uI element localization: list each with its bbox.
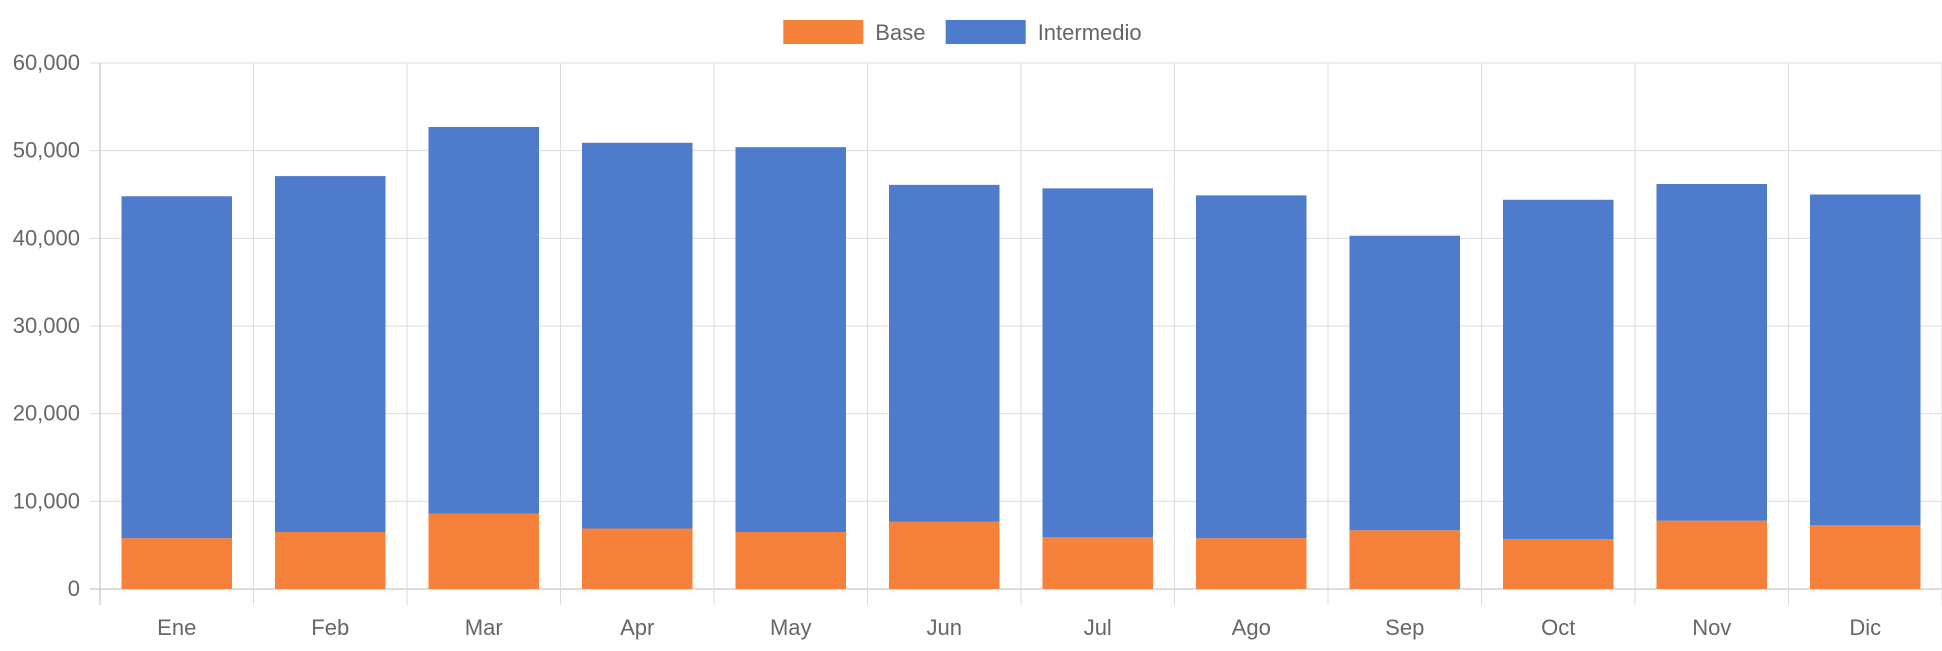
x-tick-label: Ene: [157, 615, 196, 640]
y-tick-label: 40,000: [13, 225, 80, 250]
bar-base-dic[interactable]: [1809, 525, 1921, 589]
y-tick-label: 20,000: [13, 401, 80, 426]
legend[interactable]: Base Intermedio: [783, 20, 1142, 45]
axes: 0 10,000 20,000 30,000 40,000 50,000 60,000 Ene…: [13, 50, 1881, 640]
bar-intermedio-nov[interactable]: [1656, 183, 1768, 521]
y-tick-label: 60,000: [13, 50, 80, 75]
bar-intermedio-mar[interactable]: [428, 126, 540, 514]
grid-lines: [90, 62, 1942, 605]
x-tick-label: Jun: [927, 615, 962, 640]
x-tick-label: Ago: [1232, 615, 1271, 640]
bar-intermedio-oct[interactable]: [1502, 199, 1614, 540]
legend-label-base[interactable]: Base: [875, 20, 925, 45]
bar-base-ene[interactable]: [121, 538, 233, 589]
bar-base-apr[interactable]: [581, 528, 693, 589]
legend-label-intermedio[interactable]: Intermedio: [1038, 20, 1142, 45]
x-tick-label: Sep: [1385, 615, 1424, 640]
bar-base-feb[interactable]: [274, 532, 386, 589]
bar-intermedio-apr[interactable]: [581, 142, 693, 529]
x-tick-label: Dic: [1849, 615, 1881, 640]
legend-swatch-base[interactable]: [783, 20, 864, 44]
x-tick-label: Apr: [620, 615, 654, 640]
x-tick-label: May: [770, 615, 812, 640]
y-tick-label: 0: [68, 576, 80, 601]
bar-intermedio-ago[interactable]: [1195, 195, 1307, 539]
bar-intermedio-may[interactable]: [735, 147, 847, 533]
bar-intermedio-jun[interactable]: [888, 184, 1000, 522]
bar-intermedio-jul[interactable]: [1042, 188, 1154, 538]
x-tick-label: Nov: [1692, 615, 1731, 640]
bar-base-mar[interactable]: [428, 513, 540, 589]
bars: [121, 126, 1921, 589]
x-tick-label: Oct: [1541, 615, 1575, 640]
legend-swatch-intermedio[interactable]: [945, 20, 1026, 44]
bar-intermedio-feb[interactable]: [274, 176, 386, 533]
bar-intermedio-ene[interactable]: [121, 196, 233, 539]
bar-base-jun[interactable]: [888, 521, 1000, 589]
x-tick-label: Jul: [1084, 615, 1112, 640]
bar-base-sep[interactable]: [1349, 530, 1461, 589]
bar-intermedio-sep[interactable]: [1349, 235, 1461, 531]
bar-base-may[interactable]: [735, 532, 847, 589]
bar-base-ago[interactable]: [1195, 538, 1307, 589]
bar-base-jul[interactable]: [1042, 537, 1154, 589]
y-tick-label: 50,000: [13, 138, 80, 163]
bar-base-nov[interactable]: [1656, 520, 1768, 589]
x-tick-label: Mar: [465, 615, 503, 640]
bar-intermedio-dic[interactable]: [1809, 194, 1921, 526]
bar-base-oct[interactable]: [1502, 539, 1614, 589]
y-tick-label: 30,000: [13, 313, 80, 338]
y-tick-label: 10,000: [13, 488, 80, 513]
x-tick-label: Feb: [311, 615, 349, 640]
